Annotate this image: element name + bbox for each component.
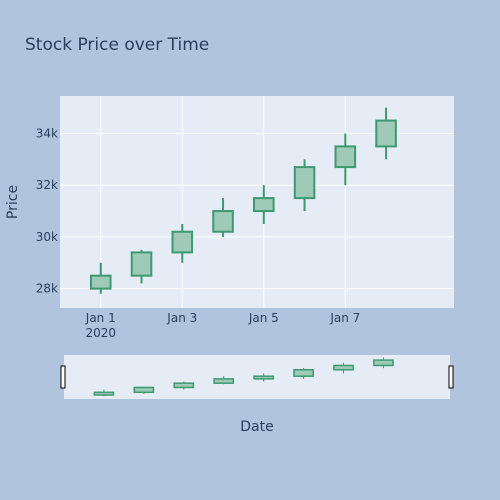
mini-candle xyxy=(373,357,394,369)
chart-title: Stock Price over Time xyxy=(25,35,209,55)
range-slider-right-handle[interactable] xyxy=(448,365,454,389)
candle-body xyxy=(293,166,316,200)
y-tick-label: 28k xyxy=(36,282,58,296)
mini-candle-body xyxy=(173,382,195,389)
mini-candle-body xyxy=(133,386,155,394)
candle-body xyxy=(334,145,357,169)
mini-candle xyxy=(173,381,195,390)
x-axis-title: Date xyxy=(240,419,273,435)
y-tick-label: 34k xyxy=(36,126,58,140)
candle xyxy=(293,159,316,212)
mini-candle-body xyxy=(333,364,354,371)
candle xyxy=(89,262,112,294)
mini-candle xyxy=(293,368,314,379)
y-tick-label: 32k xyxy=(36,178,58,192)
candles xyxy=(89,107,397,294)
range-slider-left-handle[interactable] xyxy=(60,365,66,389)
candle-body xyxy=(171,230,194,254)
mini-candle xyxy=(253,373,274,382)
x-tick-sublabel: 2020 xyxy=(85,326,116,340)
mini-candle-body xyxy=(373,359,394,367)
mini-candle xyxy=(133,386,155,394)
y-axis-title: Price xyxy=(5,185,21,219)
candle xyxy=(253,185,275,224)
grid xyxy=(60,96,454,308)
mini-candle-body xyxy=(93,391,115,396)
x-tick-label: Jan 7 xyxy=(329,311,360,325)
mini-candle-body xyxy=(293,369,314,377)
candle xyxy=(212,198,234,237)
candle xyxy=(334,133,357,186)
x-tick-label: Jan 1 xyxy=(85,311,116,325)
candle-body xyxy=(375,119,397,148)
mini-candle-body xyxy=(253,375,274,380)
candle-body xyxy=(212,210,234,233)
candle xyxy=(171,223,194,263)
x-tick-label: Jan 3 xyxy=(166,311,197,325)
candle-body xyxy=(130,251,153,277)
range-slider-candles xyxy=(93,357,394,397)
candle-body xyxy=(253,197,275,213)
candle-body xyxy=(89,274,112,290)
mini-candle xyxy=(93,389,115,397)
mini-candle xyxy=(213,376,235,385)
mini-candle xyxy=(333,362,354,374)
y-tick-label: 30k xyxy=(36,230,58,244)
mini-candle-body xyxy=(213,378,235,384)
y-axis-ticks: 28k 30k 32k 34k xyxy=(36,126,58,295)
candle xyxy=(375,107,397,160)
candle xyxy=(130,249,153,284)
x-tick-label: Jan 5 xyxy=(248,311,279,325)
